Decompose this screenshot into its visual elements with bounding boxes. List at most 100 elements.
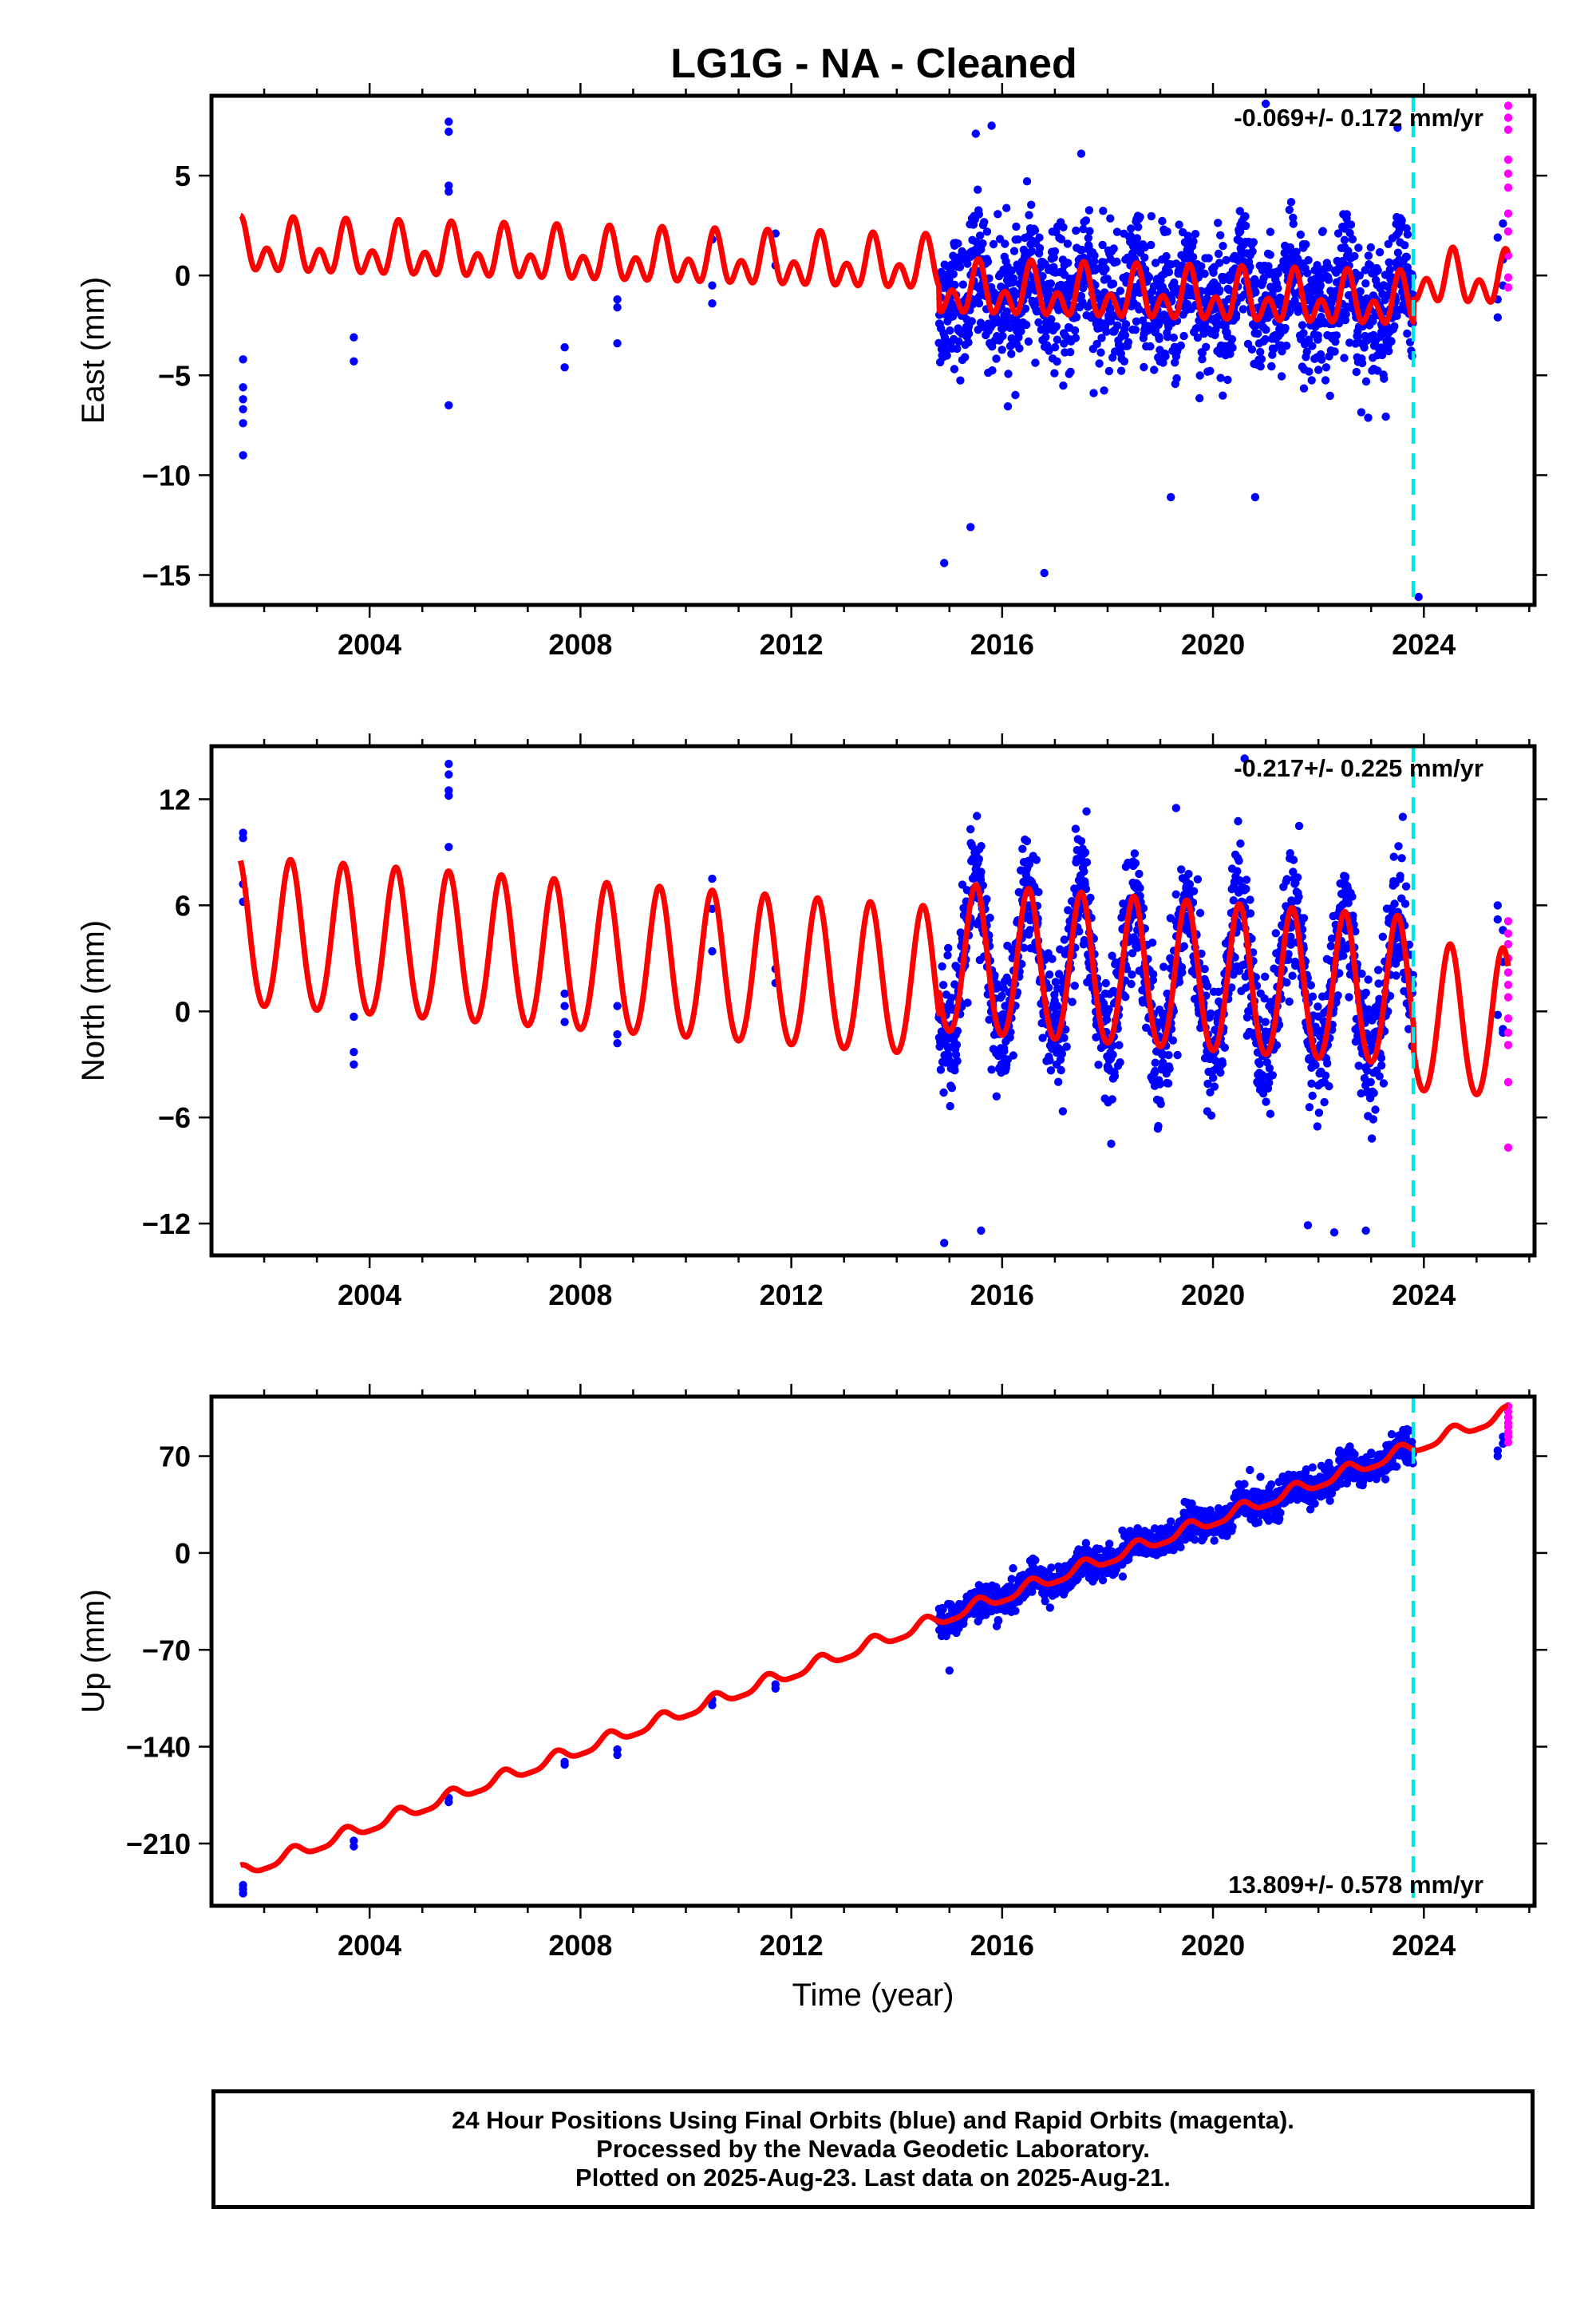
final-orbit-point <box>961 353 970 362</box>
final-orbit-point <box>1045 346 1053 355</box>
final-orbit-point <box>1127 979 1136 989</box>
final-orbit-point <box>1296 230 1306 239</box>
final-orbit-point <box>1357 358 1367 368</box>
rapid-orbit-point <box>1503 1077 1513 1087</box>
final-orbit-point <box>1035 233 1044 242</box>
final-orbit-point <box>1059 381 1068 390</box>
final-orbit-point <box>1313 261 1321 270</box>
final-orbit-point <box>350 1060 358 1069</box>
final-orbit-point <box>708 299 717 308</box>
final-orbit-point <box>560 1002 569 1010</box>
final-orbit-point <box>1219 391 1227 400</box>
final-orbit-point <box>1098 240 1107 250</box>
final-orbit-point <box>1077 149 1086 158</box>
final-orbit-point <box>1140 253 1149 262</box>
final-orbit-point <box>1345 228 1354 238</box>
final-orbit-point <box>1274 284 1282 293</box>
final-orbit-point <box>1373 366 1382 375</box>
final-orbit-point <box>613 295 622 304</box>
final-orbit-point <box>1200 965 1209 974</box>
final-orbit-point <box>1361 279 1370 288</box>
final-orbit-point <box>975 231 985 240</box>
final-orbit-point <box>1251 288 1260 297</box>
final-orbit-point <box>1022 836 1032 846</box>
final-orbit-point <box>1299 914 1309 923</box>
y-tick-label: 0 <box>175 995 191 1028</box>
final-orbit-point <box>1148 939 1157 947</box>
final-orbit-point <box>1353 332 1362 342</box>
final-orbit-point <box>1202 342 1211 351</box>
final-orbit-point <box>1089 389 1098 397</box>
final-orbit-point <box>1046 279 1056 288</box>
final-orbit-point <box>1094 1061 1103 1069</box>
final-orbit-point <box>1079 224 1088 234</box>
final-orbit-point <box>1027 247 1037 255</box>
final-orbit-point <box>978 881 988 890</box>
final-orbit-point <box>954 337 963 346</box>
final-orbit-point <box>1397 216 1406 225</box>
final-orbit-point <box>1058 1107 1068 1116</box>
final-orbit-point <box>998 331 1007 341</box>
final-orbit-point <box>1082 858 1092 867</box>
final-orbit-point <box>1144 273 1154 282</box>
x-tick-label: 2012 <box>760 628 824 661</box>
final-orbit-point <box>1302 240 1310 249</box>
final-orbit-point <box>1170 278 1179 287</box>
final-orbit-point <box>1289 856 1298 864</box>
final-orbit-point <box>1235 876 1244 885</box>
final-orbit-point <box>1210 1082 1219 1091</box>
final-orbit-point <box>1189 237 1198 246</box>
final-orbit-point <box>1206 1088 1215 1097</box>
final-orbit-point <box>1341 872 1350 881</box>
final-orbit-point <box>1284 950 1293 958</box>
final-orbit-point <box>1063 239 1073 248</box>
final-orbit-point <box>444 401 453 409</box>
final-orbit-point <box>1210 1536 1219 1545</box>
final-orbit-point <box>1017 326 1025 336</box>
final-orbit-point <box>1331 338 1340 346</box>
final-orbit-point <box>1109 244 1118 253</box>
final-orbit-point <box>1018 844 1027 853</box>
final-orbit-point <box>1195 908 1205 918</box>
final-orbit-point <box>1149 970 1158 978</box>
final-orbit-point <box>1344 247 1353 255</box>
final-orbit-point <box>1092 339 1101 349</box>
final-orbit-point <box>1151 1058 1159 1067</box>
final-orbit-point <box>1325 1496 1334 1505</box>
final-orbit-point <box>1249 238 1258 247</box>
y-axis-title: East (mm) <box>76 277 111 424</box>
final-orbit-point <box>1325 1081 1333 1091</box>
final-orbit-point <box>1394 842 1403 851</box>
final-orbit-point <box>1031 358 1040 367</box>
final-orbit-point <box>1108 951 1116 960</box>
final-orbit-point <box>1493 901 1503 910</box>
final-orbit-point <box>560 343 569 352</box>
final-orbit-point <box>1198 354 1207 364</box>
final-orbit-point <box>1116 366 1126 375</box>
final-orbit-point <box>1402 252 1412 262</box>
final-orbit-point <box>444 791 453 800</box>
final-orbit-point <box>1095 1544 1104 1554</box>
final-orbit-point <box>1403 329 1412 338</box>
final-orbit-point <box>1077 245 1086 255</box>
final-orbit-point <box>963 259 972 268</box>
final-orbit-point <box>1044 983 1053 992</box>
final-orbit-point <box>1333 229 1343 238</box>
final-orbit-point <box>1081 216 1091 225</box>
final-orbit-point <box>1027 200 1036 209</box>
final-orbit-point <box>1099 999 1108 1008</box>
final-orbit-point <box>1162 251 1171 261</box>
final-orbit-point <box>1366 1077 1375 1087</box>
final-orbit-point <box>1136 883 1144 893</box>
final-orbit-point <box>1367 1134 1377 1143</box>
y-tick-label: 5 <box>175 160 191 192</box>
final-orbit-point <box>1360 1073 1369 1083</box>
final-orbit-point <box>239 405 247 413</box>
final-orbit-point <box>1171 804 1181 812</box>
final-orbit-point <box>1193 333 1203 342</box>
final-orbit-point <box>1261 1018 1270 1026</box>
final-orbit-point <box>1204 254 1213 263</box>
final-orbit-point <box>1321 363 1331 372</box>
final-orbit-point <box>1242 875 1251 884</box>
